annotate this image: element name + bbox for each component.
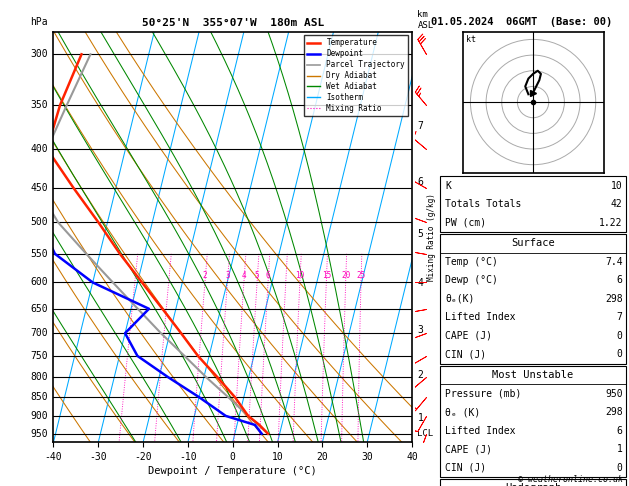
Text: 7.4: 7.4 bbox=[605, 257, 623, 267]
Text: 600: 600 bbox=[30, 278, 48, 287]
Text: CIN (J): CIN (J) bbox=[445, 349, 486, 359]
Text: 300: 300 bbox=[30, 49, 48, 59]
Text: Hodograph: Hodograph bbox=[505, 484, 561, 486]
Text: θₑ(K): θₑ(K) bbox=[445, 294, 475, 304]
Text: 298: 298 bbox=[605, 407, 623, 417]
Text: 350: 350 bbox=[30, 100, 48, 110]
Text: 6: 6 bbox=[266, 271, 270, 280]
Text: 3: 3 bbox=[225, 271, 230, 280]
Text: K: K bbox=[445, 181, 451, 191]
Text: 750: 750 bbox=[30, 351, 48, 361]
Text: Pressure (mb): Pressure (mb) bbox=[445, 389, 521, 399]
X-axis label: Dewpoint / Temperature (°C): Dewpoint / Temperature (°C) bbox=[148, 466, 317, 476]
Text: θₑ (K): θₑ (K) bbox=[445, 407, 481, 417]
Text: kt: kt bbox=[465, 35, 476, 44]
Text: hPa: hPa bbox=[30, 17, 48, 28]
Text: 950: 950 bbox=[30, 429, 48, 439]
Text: 6: 6 bbox=[617, 276, 623, 285]
Text: 1: 1 bbox=[617, 444, 623, 454]
Text: 500: 500 bbox=[30, 217, 48, 227]
Text: 4: 4 bbox=[242, 271, 247, 280]
Text: Mixing Ratio (g/kg): Mixing Ratio (g/kg) bbox=[427, 193, 437, 281]
Text: Most Unstable: Most Unstable bbox=[493, 370, 574, 380]
Text: 1: 1 bbox=[418, 414, 423, 423]
Text: km
ASL: km ASL bbox=[418, 10, 433, 30]
Title: 50°25'N  355°07'W  180m ASL: 50°25'N 355°07'W 180m ASL bbox=[142, 18, 324, 28]
Text: 6: 6 bbox=[418, 177, 423, 187]
Text: 700: 700 bbox=[30, 328, 48, 338]
Text: 950: 950 bbox=[605, 389, 623, 399]
Text: Surface: Surface bbox=[511, 239, 555, 248]
Text: Lifted Index: Lifted Index bbox=[445, 312, 516, 322]
Text: 20: 20 bbox=[341, 271, 350, 280]
Text: 3: 3 bbox=[418, 325, 423, 335]
Text: 15: 15 bbox=[322, 271, 331, 280]
Text: PW (cm): PW (cm) bbox=[445, 218, 486, 227]
Text: LCL: LCL bbox=[418, 429, 433, 438]
Text: 450: 450 bbox=[30, 183, 48, 193]
Text: Lifted Index: Lifted Index bbox=[445, 426, 516, 435]
Text: 4: 4 bbox=[418, 278, 423, 288]
Legend: Temperature, Dewpoint, Parcel Trajectory, Dry Adiabat, Wet Adiabat, Isotherm, Mi: Temperature, Dewpoint, Parcel Trajectory… bbox=[304, 35, 408, 116]
Text: 42: 42 bbox=[611, 199, 623, 209]
Text: 650: 650 bbox=[30, 304, 48, 314]
Text: Temp (°C): Temp (°C) bbox=[445, 257, 498, 267]
Text: 10: 10 bbox=[611, 181, 623, 191]
Text: 01.05.2024  06GMT  (Base: 00): 01.05.2024 06GMT (Base: 00) bbox=[431, 17, 613, 27]
Text: 550: 550 bbox=[30, 249, 48, 259]
Text: 0: 0 bbox=[617, 349, 623, 359]
Text: 400: 400 bbox=[30, 144, 48, 154]
Text: Dewp (°C): Dewp (°C) bbox=[445, 276, 498, 285]
Text: 7: 7 bbox=[418, 121, 423, 131]
Text: 7: 7 bbox=[617, 312, 623, 322]
Text: 2: 2 bbox=[203, 271, 208, 280]
Text: Totals Totals: Totals Totals bbox=[445, 199, 521, 209]
Text: CAPE (J): CAPE (J) bbox=[445, 444, 493, 454]
Text: 0: 0 bbox=[617, 463, 623, 472]
Text: 298: 298 bbox=[605, 294, 623, 304]
Text: 6: 6 bbox=[617, 426, 623, 435]
Text: CIN (J): CIN (J) bbox=[445, 463, 486, 472]
Text: 10: 10 bbox=[296, 271, 304, 280]
Text: CAPE (J): CAPE (J) bbox=[445, 331, 493, 341]
Text: 2: 2 bbox=[418, 370, 423, 380]
Text: 1.22: 1.22 bbox=[599, 218, 623, 227]
Text: 5: 5 bbox=[255, 271, 260, 280]
Text: 25: 25 bbox=[357, 271, 365, 280]
Text: 900: 900 bbox=[30, 411, 48, 421]
Text: © weatheronline.co.uk: © weatheronline.co.uk bbox=[518, 474, 623, 484]
Text: 5: 5 bbox=[418, 229, 423, 239]
Text: 800: 800 bbox=[30, 372, 48, 382]
Text: 850: 850 bbox=[30, 392, 48, 402]
Text: 0: 0 bbox=[617, 331, 623, 341]
